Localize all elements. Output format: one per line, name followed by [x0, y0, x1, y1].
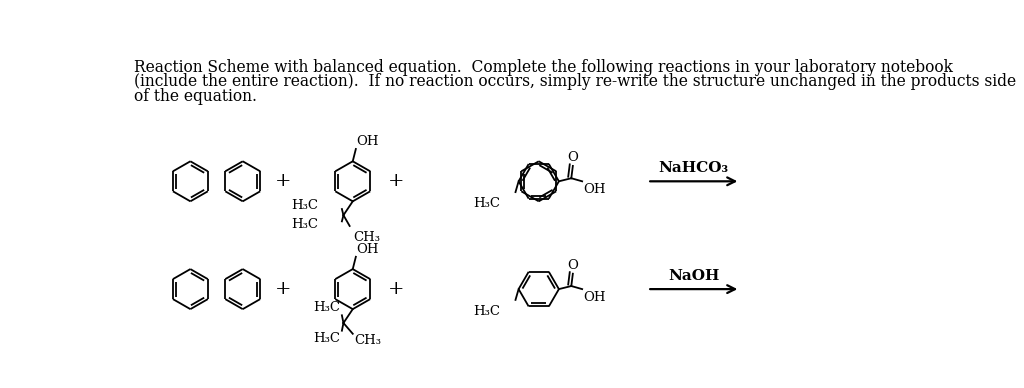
Text: of the equation.: of the equation. [134, 88, 257, 105]
Text: O: O [567, 259, 579, 272]
Text: H₃C: H₃C [473, 305, 500, 317]
Text: NaHCO₃: NaHCO₃ [658, 161, 729, 175]
Text: OH: OH [584, 291, 606, 304]
Text: OH: OH [356, 135, 379, 148]
Text: H₃C: H₃C [292, 218, 318, 231]
Text: OH: OH [584, 183, 606, 196]
Text: H₃C: H₃C [292, 199, 318, 213]
Text: Reaction Scheme with balanced equation.  Complete the following reactions in you: Reaction Scheme with balanced equation. … [134, 59, 953, 76]
Text: NaOH: NaOH [668, 269, 720, 283]
Text: +: + [274, 172, 291, 190]
Text: (include the entire reaction).  If no reaction occurs, simply re-write the struc: (include the entire reaction). If no rea… [134, 73, 1017, 90]
Text: CH₃: CH₃ [352, 230, 380, 244]
Text: +: + [388, 172, 404, 190]
Text: OH: OH [356, 243, 379, 256]
Text: H₃C: H₃C [473, 197, 500, 210]
Text: +: + [388, 280, 404, 298]
Text: O: O [567, 151, 579, 165]
Text: CH₃: CH₃ [354, 334, 381, 347]
Text: +: + [274, 280, 291, 298]
Text: H₃C: H₃C [313, 332, 340, 345]
Text: H₃C: H₃C [313, 301, 340, 314]
